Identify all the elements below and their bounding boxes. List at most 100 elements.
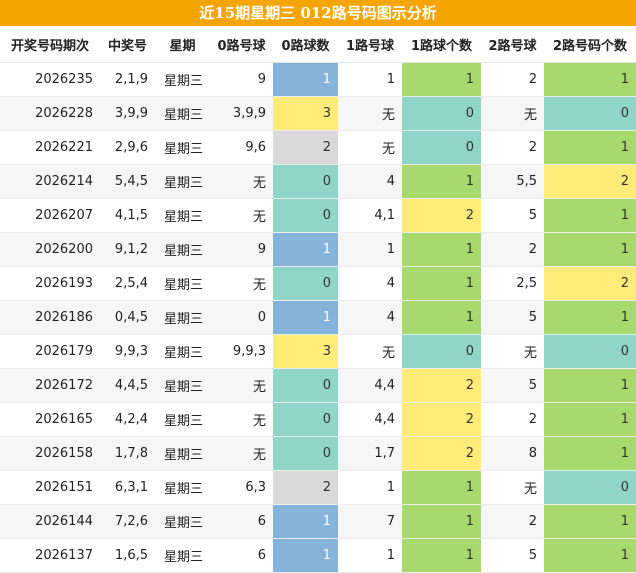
cell: 2026144 <box>0 504 100 539</box>
count-cell: 1 <box>402 504 481 539</box>
cell: 5,5 <box>481 164 544 199</box>
cell: 1,7 <box>338 436 402 471</box>
count-cell: 2 <box>273 130 338 165</box>
table-row: 2026235 2,1,9 星期三 9 1 1 1 2 1 <box>0 62 636 97</box>
cell: 2026235 <box>0 62 100 97</box>
cell: 2 <box>481 62 544 97</box>
count-cell: 1 <box>273 538 338 573</box>
cell: 1 <box>338 232 402 267</box>
count-cell: 1 <box>402 470 481 505</box>
count-cell: 0 <box>273 402 338 437</box>
cell: 星期三 <box>155 504 210 539</box>
cell: 9,9,3 <box>210 334 273 369</box>
cell: 2026137 <box>0 538 100 573</box>
cell: 1 <box>338 62 402 97</box>
cell: 无 <box>481 470 544 505</box>
count-cell: 2 <box>273 470 338 505</box>
cell: 无 <box>338 130 402 165</box>
cell: 星期三 <box>155 402 210 437</box>
count-cell: 1 <box>402 62 481 97</box>
cell: 7 <box>338 504 402 539</box>
cell: 无 <box>481 334 544 369</box>
count-cell: 1 <box>544 504 636 539</box>
cell: 无 <box>210 164 273 199</box>
count-cell: 2 <box>402 436 481 471</box>
count-cell: 0 <box>402 334 481 369</box>
cell: 5 <box>481 300 544 335</box>
header-cell: 0路号球 <box>210 26 273 63</box>
table-row: 2026144 7,2,6 星期三 6 1 7 1 2 1 <box>0 504 636 539</box>
cell: 4,4 <box>338 402 402 437</box>
cell: 星期三 <box>155 334 210 369</box>
count-cell: 1 <box>544 198 636 233</box>
cell: 9 <box>210 232 273 267</box>
count-cell: 0 <box>273 198 338 233</box>
cell: 1 <box>338 538 402 573</box>
count-cell: 2 <box>544 266 636 301</box>
cell: 无 <box>338 334 402 369</box>
cell: 8 <box>481 436 544 471</box>
table-row: 2026186 0,4,5 星期三 0 1 4 1 5 1 <box>0 300 636 335</box>
count-cell: 1 <box>273 62 338 97</box>
count-cell: 2 <box>402 198 481 233</box>
cell: 4,4,5 <box>100 368 155 403</box>
cell: 1 <box>338 470 402 505</box>
header-cell: 2路号球 <box>481 26 544 63</box>
cell: 0,4,5 <box>100 300 155 335</box>
count-cell: 1 <box>402 164 481 199</box>
header-cell: 1路球个数 <box>402 26 481 63</box>
cell: 3,9,9 <box>100 96 155 131</box>
cell: 无 <box>210 402 273 437</box>
count-cell: 1 <box>544 402 636 437</box>
cell: 星期三 <box>155 436 210 471</box>
cell: 9,6 <box>210 130 273 165</box>
cell: 5 <box>481 368 544 403</box>
cell: 2 <box>481 130 544 165</box>
cell: 星期三 <box>155 538 210 573</box>
cell: 无 <box>210 436 273 471</box>
cell: 4,1 <box>338 198 402 233</box>
cell: 6,3,1 <box>100 470 155 505</box>
count-cell: 0 <box>273 436 338 471</box>
cell: 5 <box>481 538 544 573</box>
cell: 2026200 <box>0 232 100 267</box>
cell: 2,5 <box>481 266 544 301</box>
count-cell: 3 <box>273 334 338 369</box>
cell: 无 <box>210 368 273 403</box>
cell: 9,9,3 <box>100 334 155 369</box>
table-row: 2026137 1,6,5 星期三 6 1 1 1 5 1 <box>0 538 636 573</box>
cell: 4,1,5 <box>100 198 155 233</box>
cell: 2026214 <box>0 164 100 199</box>
cell: 2026151 <box>0 470 100 505</box>
count-cell: 1 <box>402 266 481 301</box>
count-cell: 1 <box>402 232 481 267</box>
table-row: 2026179 9,9,3 星期三 9,9,3 3 无 0 无 0 <box>0 334 636 369</box>
cell: 4,2,4 <box>100 402 155 437</box>
table-row: 2026200 9,1,2 星期三 9 1 1 1 2 1 <box>0 232 636 267</box>
cell: 6 <box>210 504 273 539</box>
count-cell: 1 <box>273 300 338 335</box>
cell: 9 <box>210 62 273 97</box>
cell: 星期三 <box>155 470 210 505</box>
table-row: 2026221 2,9,6 星期三 9,6 2 无 0 2 1 <box>0 130 636 165</box>
cell: 2026228 <box>0 96 100 131</box>
cell: 无 <box>210 266 273 301</box>
cell: 2026193 <box>0 266 100 301</box>
header-cell: 中奖号 <box>100 26 155 63</box>
cell: 2 <box>481 232 544 267</box>
count-cell: 1 <box>544 232 636 267</box>
count-cell: 1 <box>544 436 636 471</box>
cell: 星期三 <box>155 164 210 199</box>
cell: 2026172 <box>0 368 100 403</box>
table-row: 2026151 6,3,1 星期三 6,3 2 1 1 无 0 <box>0 470 636 505</box>
cell: 2026165 <box>0 402 100 437</box>
cell: 2026179 <box>0 334 100 369</box>
count-cell: 1 <box>544 300 636 335</box>
count-cell: 0 <box>402 96 481 131</box>
count-cell: 1 <box>544 538 636 573</box>
count-cell: 0 <box>273 266 338 301</box>
cell: 4,4 <box>338 368 402 403</box>
cell: 4 <box>338 164 402 199</box>
count-cell: 1 <box>402 300 481 335</box>
